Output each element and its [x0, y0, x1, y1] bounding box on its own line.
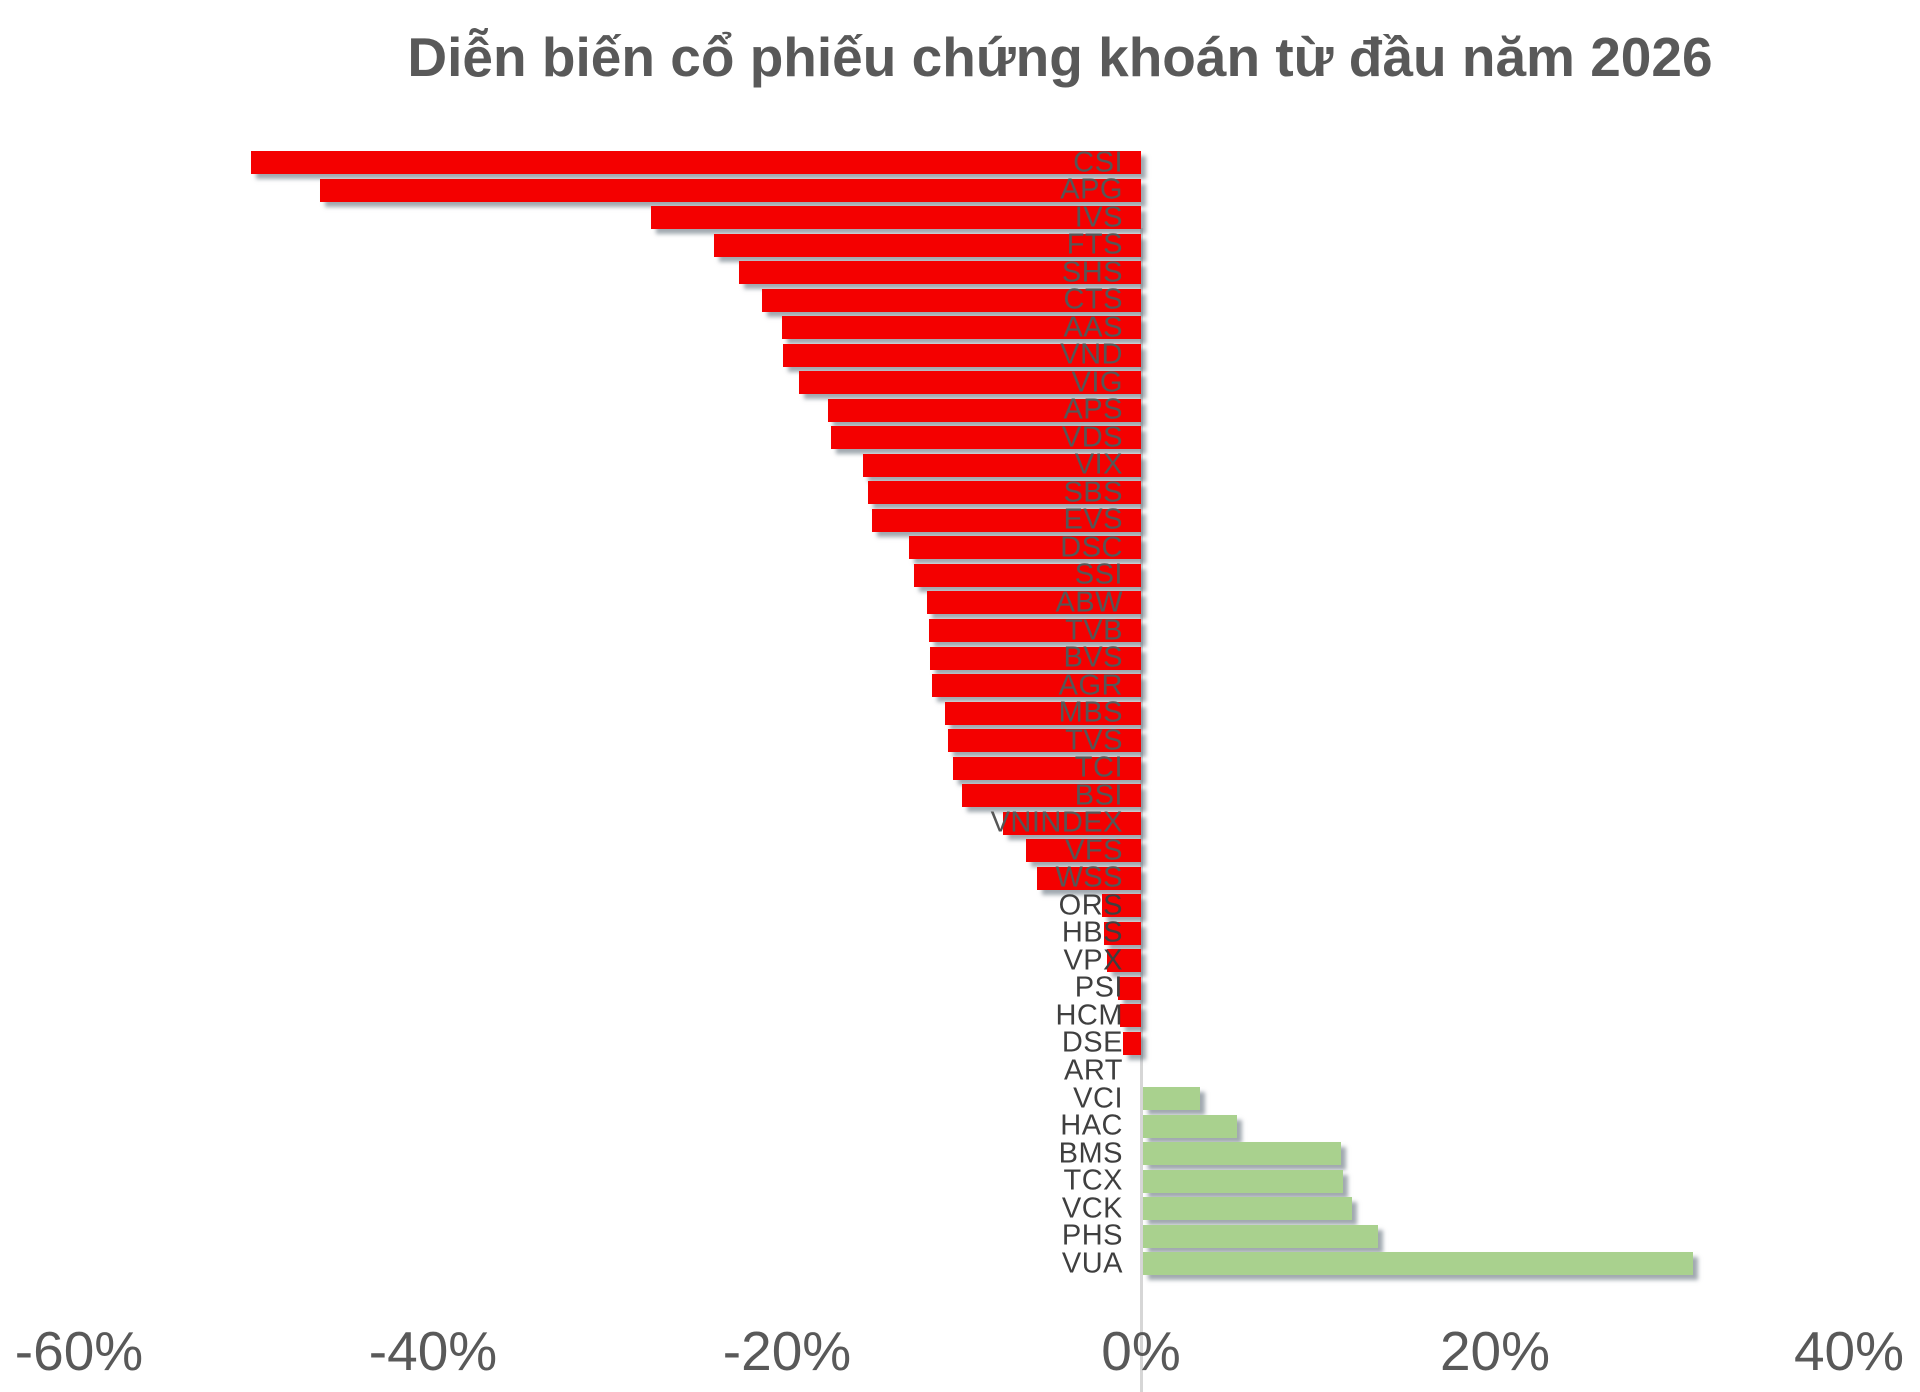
bar-label-phs: PHS	[1061, 1219, 1123, 1252]
bar-csi	[250, 151, 1141, 174]
bar-abw	[926, 591, 1141, 615]
bar-vnindex	[1002, 811, 1141, 835]
bar-dsc	[909, 536, 1141, 560]
bar-hac	[1143, 1114, 1237, 1138]
bar-label-hac: HAC	[1060, 1109, 1123, 1142]
bar-label-vci: VCI	[1073, 1082, 1123, 1115]
bar-vix	[863, 453, 1141, 477]
bar-vua	[1143, 1252, 1694, 1276]
bar-tcx	[1143, 1169, 1343, 1193]
bar-label-hbs: HBS	[1061, 916, 1123, 949]
bar-ssi	[914, 563, 1141, 587]
zero-axis-line	[1140, 228, 1143, 1392]
bar-tci	[953, 756, 1141, 780]
bar-vck	[1143, 1197, 1352, 1221]
bar-label-tci: TCI	[1074, 751, 1123, 784]
bar-label-art: ART	[1064, 1054, 1123, 1087]
bar-label-vds: VDS	[1061, 421, 1123, 454]
chart-title: Diễn biến cổ phiếu chứng khoán từ đầu nă…	[407, 26, 1713, 88]
bar-vfs	[1025, 839, 1141, 863]
bar-tvs	[948, 729, 1141, 753]
bar-vci	[1143, 1087, 1200, 1111]
bar-sbs	[868, 481, 1141, 505]
bar-label-vck: VCK	[1061, 1192, 1123, 1225]
bar-label-shs: SHS	[1061, 256, 1123, 289]
bar-shs	[739, 261, 1141, 285]
bar-bvs	[930, 646, 1141, 670]
bar-label-ssi: SSI	[1074, 558, 1123, 591]
bar-label-dse: DSE	[1061, 1026, 1123, 1059]
bar-psi	[1117, 976, 1141, 1000]
bar-aps	[827, 398, 1141, 422]
x-tick-label-0: 0%	[1101, 1320, 1181, 1382]
bar-tvb	[928, 619, 1141, 642]
bar-label-vpx: VPX	[1063, 944, 1123, 977]
bar-dse	[1123, 1031, 1141, 1055]
bar-vnd	[783, 343, 1141, 367]
bar-label-psi: PSI	[1074, 971, 1123, 1004]
bar-label-apg: APG	[1060, 173, 1123, 206]
bar-label-sbs: SBS	[1063, 476, 1123, 509]
bar-bsi	[962, 784, 1141, 808]
bar-label-vnd: VND	[1060, 338, 1123, 371]
bar-label-cts: CTS	[1063, 283, 1123, 316]
x-tick-label--20: -20%	[722, 1320, 852, 1382]
bar-ors	[1102, 894, 1141, 918]
bar-label-tvs: TVS	[1065, 724, 1123, 757]
bar-label-evs: EVS	[1063, 503, 1123, 536]
bar-label-agr: AGR	[1058, 669, 1123, 702]
bar-label-fts: FTS	[1066, 228, 1123, 261]
bar-label-mbs: MBS	[1058, 696, 1123, 729]
bar-wss	[1036, 866, 1141, 890]
bar-label-vig: VIG	[1071, 366, 1123, 399]
bar-hcm	[1119, 1004, 1141, 1028]
x-tick-label-20: 20%	[1439, 1320, 1551, 1382]
x-tick-label--40: -40%	[368, 1320, 498, 1382]
bar-apg	[319, 178, 1141, 202]
bar-label-bms: BMS	[1058, 1137, 1123, 1170]
bar-label-wss: WSS	[1055, 861, 1123, 894]
bar-agr	[932, 674, 1141, 698]
bar-label-vnindex: VNINDEX	[990, 806, 1123, 839]
bar-hbs	[1103, 921, 1141, 945]
x-tick-label-40: 40%	[1793, 1320, 1905, 1382]
bar-label-bsi: BSI	[1074, 779, 1123, 812]
bar-bms	[1143, 1142, 1342, 1166]
bar-label-abw: ABW	[1055, 586, 1123, 619]
bar-vpx	[1107, 949, 1141, 973]
bar-label-vua: VUA	[1061, 1247, 1123, 1280]
bar-mbs	[944, 701, 1141, 725]
bar-ivs	[650, 206, 1141, 230]
bar-label-dsc: DSC	[1060, 531, 1123, 564]
bar-phs	[1143, 1224, 1379, 1248]
bar-vds	[831, 426, 1141, 450]
bar-label-csi: CSI	[1073, 146, 1123, 178]
bar-label-vfs: VFS	[1065, 834, 1123, 867]
bar-evs	[871, 508, 1141, 532]
plot-area	[0, 110, 1920, 1392]
bar-label-ivs: IVS	[1074, 201, 1123, 234]
bar-label-aps: APS	[1063, 393, 1123, 426]
bar-vig	[799, 371, 1141, 395]
bar-label-tvb: TVB	[1065, 614, 1123, 646]
bar-label-bvs: BVS	[1063, 641, 1123, 674]
bar-cts	[762, 288, 1141, 312]
bar-fts	[714, 233, 1141, 257]
bar-label-tcx: TCX	[1063, 1164, 1123, 1197]
bar-label-aas: AAS	[1063, 311, 1123, 344]
bar-label-hcm: HCM	[1055, 999, 1123, 1032]
bar-aas	[781, 316, 1141, 340]
bar-label-vix: VIX	[1074, 448, 1123, 481]
bar-label-ors: ORS	[1058, 889, 1123, 922]
x-tick-label--60: -60%	[14, 1320, 144, 1382]
